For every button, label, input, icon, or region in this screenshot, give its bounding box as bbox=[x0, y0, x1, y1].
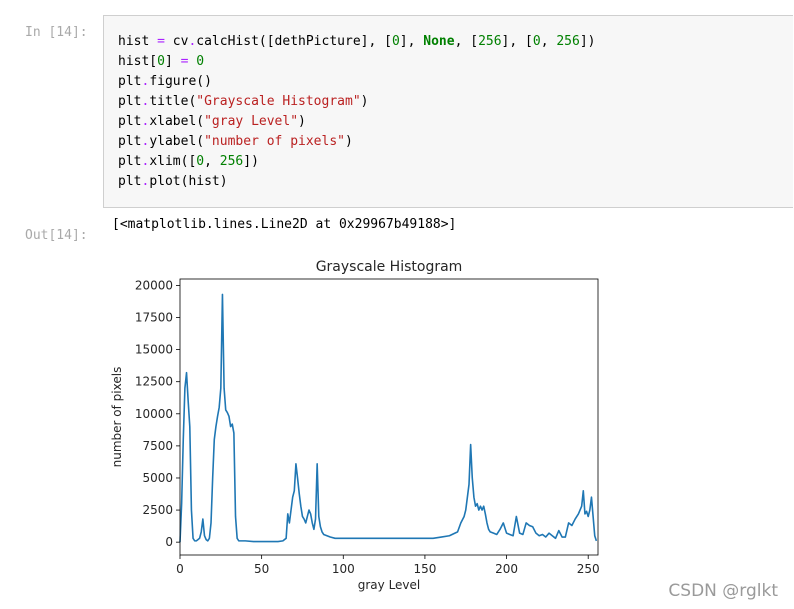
x-tick-label: 250 bbox=[577, 562, 600, 576]
plot-frame bbox=[179, 278, 599, 556]
x-tick-label: 50 bbox=[254, 562, 269, 576]
csdn-watermark: CSDN @rglkt bbox=[668, 581, 778, 601]
code-line: plt.title("Grayscale Histogram") bbox=[118, 94, 369, 109]
y-tick-label: 7500 bbox=[142, 439, 173, 453]
histogram-line bbox=[179, 293, 598, 543]
y-tick-label: 2500 bbox=[142, 503, 173, 517]
grayscale-histogram-chart: 0 50 100 150 200 2500250050007500100001250015… bbox=[110, 259, 600, 592]
y-tick-label: 17500 bbox=[135, 311, 173, 325]
out-prompt: Out[14]: bbox=[25, 228, 88, 243]
code-line: plt.figure() bbox=[118, 74, 212, 89]
chart-title: Grayscale Histogram bbox=[316, 259, 463, 275]
x-tick-label: 200 bbox=[495, 562, 518, 576]
y-axis-label: number of pixels bbox=[110, 367, 124, 468]
in-prompt: In [14]: bbox=[25, 25, 88, 40]
code-line: hist = cv.calcHist([dethPicture], [0], N… bbox=[118, 34, 596, 49]
x-tick-label: 0 bbox=[176, 562, 184, 576]
code-line: hist[0] = 0 bbox=[118, 54, 205, 69]
code-cell-editor[interactable]: hist = cv.calcHist([dethPicture], [0], N… bbox=[103, 15, 793, 208]
code-line: plt.xlabel("gray Level") bbox=[118, 114, 306, 129]
x-tick-label: 100 bbox=[332, 562, 355, 576]
y-tick-label: 15000 bbox=[135, 343, 173, 357]
y-tick-label: 0 bbox=[165, 535, 173, 549]
y-tick-label: 10000 bbox=[135, 407, 173, 421]
y-tick-label: 12500 bbox=[135, 375, 173, 389]
x-tick-label: 150 bbox=[413, 562, 436, 576]
output-text: [<matplotlib.lines.Line2D at 0x29967b491… bbox=[112, 217, 457, 232]
code-line: plt.ylabel("number of pixels") bbox=[118, 134, 353, 149]
y-tick-label: 20000 bbox=[135, 278, 173, 292]
code-line: plt.xlim([0, 256]) bbox=[118, 154, 259, 169]
code-line: plt.plot(hist) bbox=[118, 174, 228, 189]
y-tick-label: 5000 bbox=[142, 471, 173, 485]
x-axis-label: gray Level bbox=[358, 578, 421, 592]
